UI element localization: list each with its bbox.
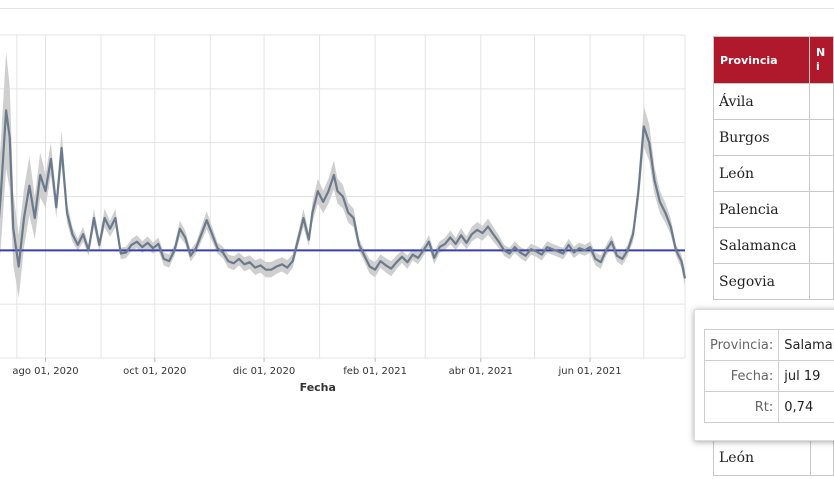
header-n-line2: i [816, 60, 820, 73]
tooltip-row-fecha: Fecha: jul 19 [703, 360, 834, 392]
header-n-line1: N [816, 46, 826, 59]
header-n[interactable]: N i [809, 36, 834, 84]
rt-line-chart[interactable]: ago 01, 2020 oct 01, 2020 dic 01, 2020 feb … [0, 0, 700, 400]
x-tick-label: feb 01, 2021 [343, 366, 407, 377]
tooltip-key: Fecha: [703, 360, 780, 392]
tooltip-key: Rt: [703, 391, 780, 423]
header-provincia[interactable]: Provincia [712, 36, 811, 84]
x-tick-label: ago 01, 2020 [12, 366, 78, 377]
province-name: Burgos [712, 119, 811, 156]
top-divider [0, 8, 834, 9]
x-tick-label: jun 01, 2021 [557, 366, 621, 377]
confidence-band [0, 51, 685, 298]
x-axis-title: Fecha [300, 381, 336, 394]
tooltip-key: Provincia: [703, 329, 780, 361]
table-row[interactable]: León [712, 155, 834, 192]
province-name: León [712, 439, 812, 476]
tooltip-value: Salamanca [778, 329, 834, 361]
data-tooltip: Provincia: Salamanca Fecha: jul 19 Rt: 0… [694, 309, 834, 441]
province-name: Segovia [712, 263, 811, 300]
province-table: Provincia N i Ávila Burgos León Palencia… [712, 36, 834, 300]
table-row[interactable]: León [712, 439, 834, 476]
table-row[interactable]: Salamanca [712, 227, 834, 264]
province-name: Ávila [712, 83, 811, 120]
province-name: Salamanca [712, 227, 811, 264]
table-row[interactable]: Segovia [712, 263, 834, 300]
x-tick-label: abr 01, 2021 [449, 366, 513, 377]
province-table-continued: León [712, 439, 834, 476]
table-row[interactable]: Burgos [712, 119, 834, 156]
x-tick-label: oct 01, 2020 [123, 366, 186, 377]
tooltip-row-provincia: Provincia: Salamanca [703, 329, 834, 361]
x-tick-label: dic 01, 2020 [233, 366, 295, 377]
x-axis-ticks: ago 01, 2020 oct 01, 2020 dic 01, 2020 feb … [12, 358, 622, 377]
province-name: Palencia [712, 191, 811, 228]
chart-grid [0, 34, 686, 359]
series-line[interactable] [0, 109, 687, 279]
tooltip-value: jul 19 [778, 360, 834, 392]
tooltip-table: Provincia: Salamanca Fecha: jul 19 Rt: 0… [703, 329, 834, 423]
table-row[interactable]: Ávila [712, 83, 834, 120]
tooltip-row-rt: Rt: 0,74 [703, 391, 834, 423]
table-row[interactable]: Palencia [712, 191, 834, 228]
province-name: León [712, 155, 811, 192]
tooltip-value: 0,74 [778, 391, 834, 423]
